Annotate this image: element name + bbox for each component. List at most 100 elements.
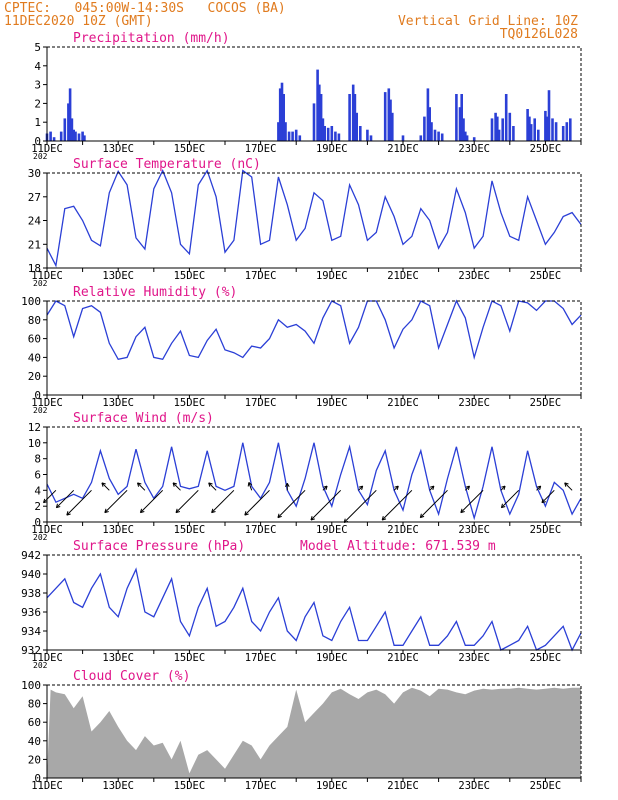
precip-bar [401, 135, 405, 141]
precip-bar [68, 88, 72, 141]
precip-bar [318, 84, 321, 141]
wind-arrow-shaft [211, 489, 235, 513]
precip-bar [547, 90, 551, 141]
panel-temp: 18 21 24 27 30 11DEC 13DEC 15DEC 17DEC 19DEC 21DEC… [28, 157, 582, 288]
x-tick-label: 13DEC [102, 524, 134, 536]
y-tick-label: 24 [28, 215, 42, 228]
x-tick-label: 19DEC [316, 270, 348, 282]
x-tick-label: 23DEC [458, 652, 490, 664]
wind-arrow-head [465, 485, 470, 488]
x-tick-label: 19DEC [316, 524, 348, 536]
precip-bar [280, 82, 284, 141]
precip-bar [83, 135, 86, 141]
x-tick-label: 25DEC [530, 652, 562, 664]
wind-arrow [172, 482, 181, 491]
vertical-grid-line-note: Vertical Grid Line: 10Z [397, 14, 578, 29]
year-label-fragment: 202 [33, 406, 48, 415]
wind-arrow [247, 482, 253, 491]
wind-arrow-head [101, 482, 106, 485]
y-tick-label: 20 [28, 370, 41, 383]
precip-bar [537, 129, 540, 141]
precip-bar [455, 94, 458, 141]
wind-arrow-head [539, 485, 542, 491]
wind-arrow-head [419, 513, 422, 518]
precip-bar [337, 133, 341, 141]
y-tick-label: 5 [34, 41, 41, 54]
wind-arrow [175, 489, 199, 514]
wind-arrow-head [358, 485, 363, 488]
y-tick-label: 936 [21, 606, 41, 619]
precip-bar [554, 122, 558, 141]
x-tick-label: 23DEC [458, 524, 490, 536]
wind-arrow-head [381, 516, 384, 521]
wind-arrow [310, 489, 342, 521]
wind-arrow-head [501, 485, 506, 488]
wind-arrow [137, 482, 146, 491]
x-tick-label: 23DEC [458, 780, 490, 792]
wind-arrow-head [244, 513, 249, 516]
precip-bar [458, 107, 462, 141]
x-tick-label: 21DEC [387, 143, 419, 155]
wind-arrow-head [137, 482, 140, 487]
x-tick-label: 19DEC [316, 143, 348, 155]
precip-bar [545, 116, 549, 141]
y-tick-label: 12 [28, 421, 41, 434]
precip-bar [326, 127, 330, 141]
wind-arrow-head [175, 508, 178, 513]
wind-arrow-head [420, 515, 425, 519]
y-tick-label: 6 [34, 469, 41, 482]
x-tick-label: 17DEC [245, 652, 277, 664]
wind-arrow-shaft [248, 482, 253, 491]
x-tick-label: 15DEC [174, 524, 206, 536]
wind-arrow-shaft [175, 489, 199, 513]
y-tick-label: 80 [28, 698, 41, 711]
wind-arrow-head [208, 482, 213, 485]
precip-bar [287, 131, 291, 141]
x-tick-label: 23DEC [458, 270, 490, 282]
panel-pressure: 932 934 936 938 940 942 11DEC 13DEC 15DEC 17DEC 19… [21, 539, 582, 670]
y-tick-label: 940 [21, 568, 41, 581]
y-tick-label: 0 [34, 389, 41, 402]
precip-bar [348, 94, 351, 141]
model-code: TQ0126L028 [499, 27, 578, 42]
wind-arrow [55, 489, 75, 509]
x-tick-label: 23DEC [458, 143, 490, 155]
wind-arrow-head [208, 482, 211, 487]
precip-bar [67, 103, 70, 141]
x-tick-label: 21DEC [387, 397, 419, 409]
wind-arrow [244, 489, 270, 516]
wind-arrow-shaft [43, 489, 57, 504]
x-tick-label: 21DEC [387, 524, 419, 536]
panel-title: Surface Wind (m/s) [73, 411, 214, 426]
y-tick-label: 18 [28, 262, 41, 275]
precip-bar [465, 135, 469, 141]
precip-bar [472, 137, 476, 141]
panel-frame [46, 300, 582, 396]
y-tick-label: 8 [34, 453, 41, 466]
station-header: CPTEC: 045:00W-14:30S COCOS (BA) [4, 1, 286, 16]
precip-bar [366, 129, 369, 141]
x-tick-label: 13DEC [102, 270, 134, 282]
y-tick-label: 40 [28, 735, 41, 748]
pressure-series-line [46, 567, 582, 652]
wind-arrow-shaft [137, 482, 146, 491]
precip-bar [569, 118, 572, 141]
precip-bar [355, 112, 358, 141]
wind-arrow-head [55, 503, 58, 508]
precip-bar [277, 122, 280, 141]
wind-arrow-head [564, 482, 567, 487]
wind-arrow [500, 485, 506, 491]
precip-bar [323, 126, 326, 141]
wind-arrow [284, 483, 290, 491]
year-label-fragment: 202 [33, 661, 48, 670]
x-tick-label: 25DEC [530, 524, 562, 536]
wind-arrow-shaft [381, 489, 413, 521]
wind-arrow [460, 489, 484, 514]
precip-bar [351, 84, 355, 141]
wind-arrow-head [310, 516, 313, 521]
x-tick-label: 17DEC [245, 524, 277, 536]
x-tick-label: 11DEC [31, 143, 63, 155]
wind-arrow [139, 489, 164, 514]
precip-bar [430, 122, 433, 141]
y-tick-label: 0 [34, 135, 41, 148]
